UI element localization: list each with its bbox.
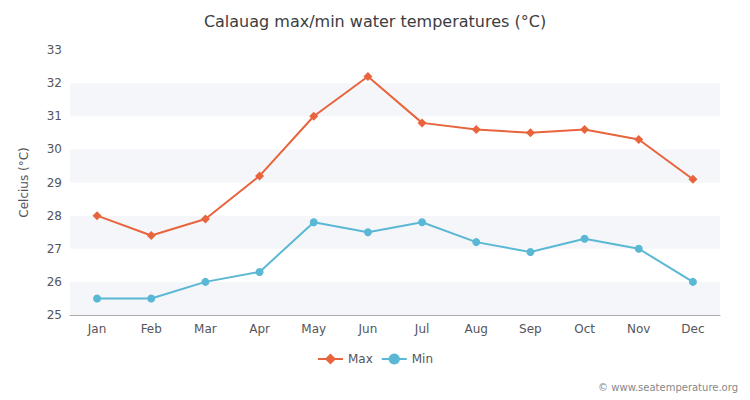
svg-text:Nov: Nov [627,322,650,336]
svg-text:33: 33 [47,43,62,57]
svg-text:25: 25 [47,308,62,322]
svg-text:Feb: Feb [141,322,162,336]
svg-text:32: 32 [47,76,62,90]
svg-text:28: 28 [47,209,62,223]
svg-text:Apr: Apr [249,322,270,336]
svg-text:May: May [301,322,326,336]
svg-text:Max: Max [348,352,373,366]
svg-text:Oct: Oct [574,322,595,336]
svg-text:29: 29 [47,176,62,190]
svg-text:Mar: Mar [194,322,217,336]
svg-text:Aug: Aug [465,322,488,336]
svg-text:Dec: Dec [681,322,704,336]
svg-text:Jan: Jan [87,322,107,336]
svg-text:Celcius (°C): Celcius (°C) [17,147,31,217]
svg-text:27: 27 [47,242,62,256]
svg-text:31: 31 [47,109,62,123]
svg-text:26: 26 [47,275,62,289]
svg-text:© www.seatemperature.org: © www.seatemperature.org [598,382,738,393]
svg-text:Jun: Jun [358,322,378,336]
svg-text:30: 30 [47,142,62,156]
svg-text:Min: Min [412,352,433,366]
svg-text:Jul: Jul [414,322,429,336]
svg-text:Sep: Sep [519,322,542,336]
svg-text:Calauag max/min water temperat: Calauag max/min water temperatures (°C) [204,12,546,31]
